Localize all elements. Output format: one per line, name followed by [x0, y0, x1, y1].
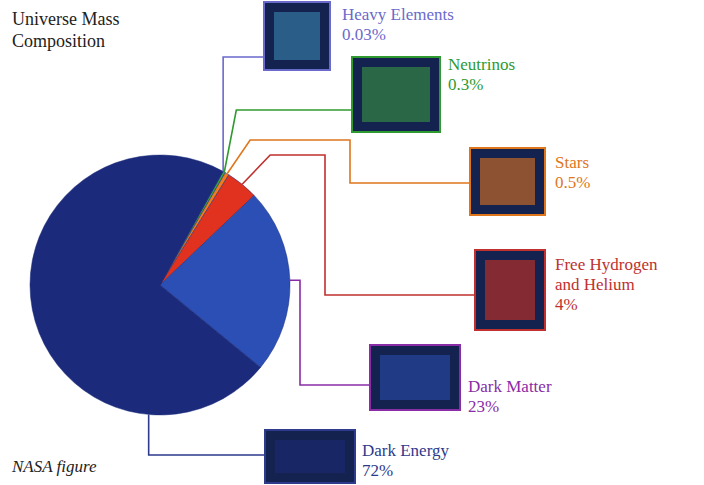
svg-text:Free Hydrogen: Free Hydrogen [555, 255, 662, 274]
svg-text:Composition: Composition [12, 31, 105, 51]
svg-text:0.3%: 0.3% [448, 75, 483, 94]
svg-text:72%: 72% [362, 461, 393, 480]
svg-text:Dark Energy: Dark Energy [362, 441, 450, 460]
svg-text:0.03%: 0.03% [342, 25, 386, 44]
svg-text:and Helium: and Helium [555, 275, 635, 294]
svg-text:Dark Matter: Dark Matter [468, 377, 552, 396]
svg-text:Neutrinos: Neutrinos [448, 55, 515, 74]
svg-text:NASA figure: NASA figure [11, 457, 97, 476]
svg-text:Heavy Elements: Heavy Elements [342, 5, 454, 24]
svg-text:23%: 23% [468, 397, 499, 416]
svg-text:Universe Mass: Universe Mass [12, 9, 124, 29]
svg-text:4%: 4% [555, 295, 578, 314]
svg-text:0.5%: 0.5% [555, 173, 590, 192]
svg-text:Stars: Stars [555, 153, 589, 172]
